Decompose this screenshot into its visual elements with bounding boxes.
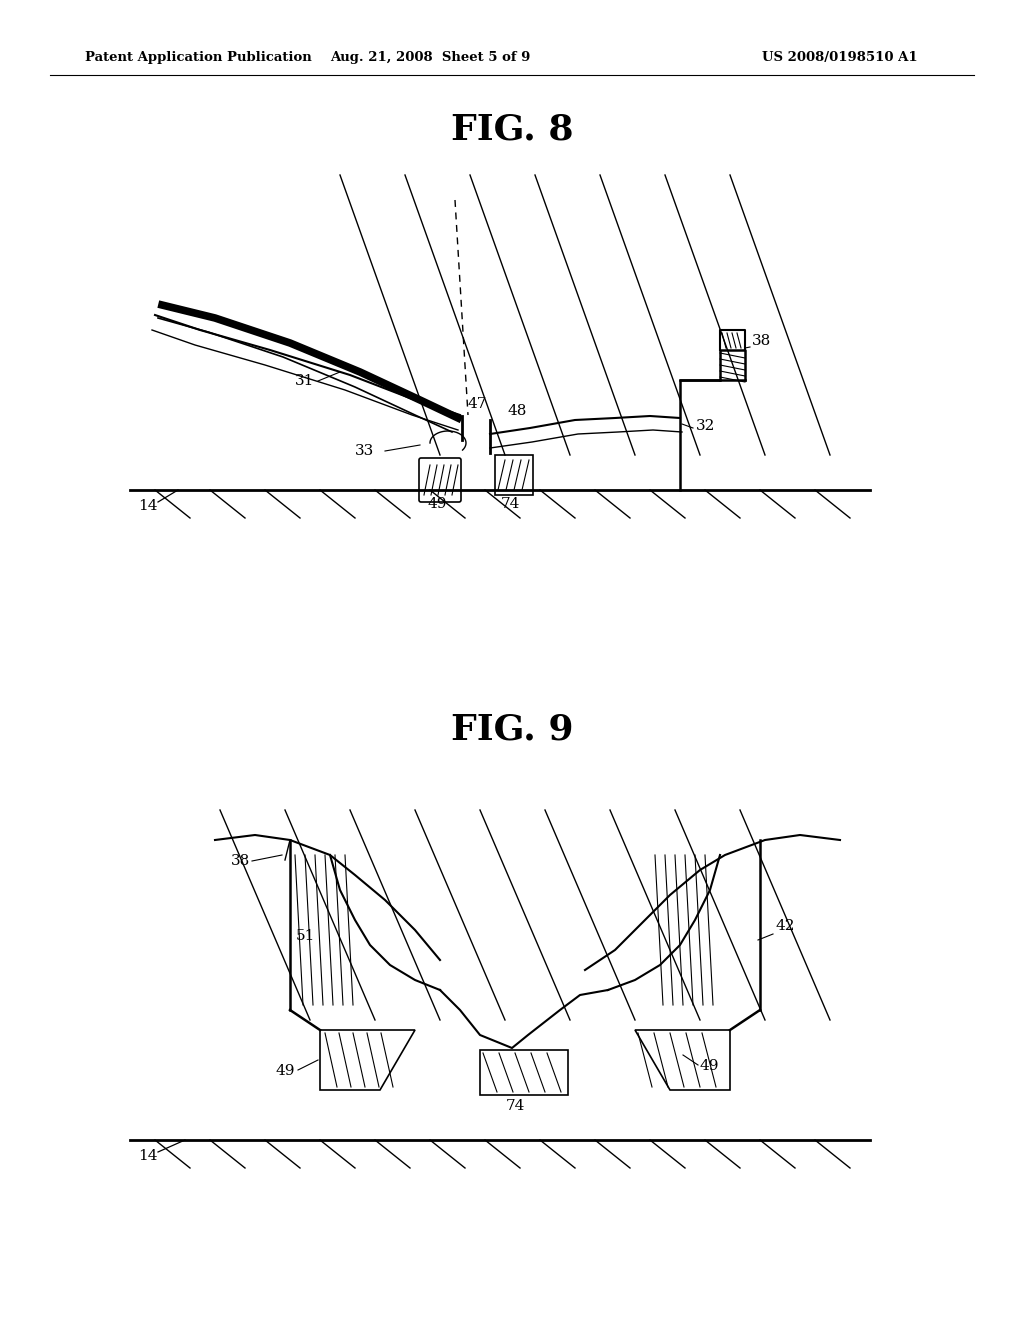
Text: 14: 14	[138, 499, 158, 513]
Text: 74: 74	[505, 1100, 524, 1113]
Text: FIG. 9: FIG. 9	[451, 713, 573, 747]
Text: 51: 51	[295, 929, 314, 942]
Text: 32: 32	[696, 418, 716, 433]
Text: 49: 49	[700, 1059, 720, 1073]
FancyBboxPatch shape	[419, 458, 461, 502]
Text: 33: 33	[355, 444, 375, 458]
Text: FIG. 8: FIG. 8	[451, 114, 573, 147]
Text: 38: 38	[752, 334, 771, 348]
Text: 49: 49	[275, 1064, 295, 1078]
Text: US 2008/0198510 A1: US 2008/0198510 A1	[762, 51, 918, 65]
Text: 38: 38	[230, 854, 250, 869]
Text: 31: 31	[295, 374, 314, 388]
Text: 14: 14	[138, 1148, 158, 1163]
Text: 42: 42	[775, 919, 795, 933]
Polygon shape	[480, 1049, 568, 1096]
Text: 74: 74	[501, 498, 520, 511]
Polygon shape	[635, 1030, 730, 1090]
Text: 48: 48	[508, 404, 527, 418]
Polygon shape	[319, 1030, 415, 1090]
Text: 49: 49	[427, 498, 446, 511]
Text: Patent Application Publication: Patent Application Publication	[85, 51, 311, 65]
Bar	[495, 455, 534, 495]
Text: 47: 47	[468, 397, 487, 411]
Text: Aug. 21, 2008  Sheet 5 of 9: Aug. 21, 2008 Sheet 5 of 9	[330, 51, 530, 65]
